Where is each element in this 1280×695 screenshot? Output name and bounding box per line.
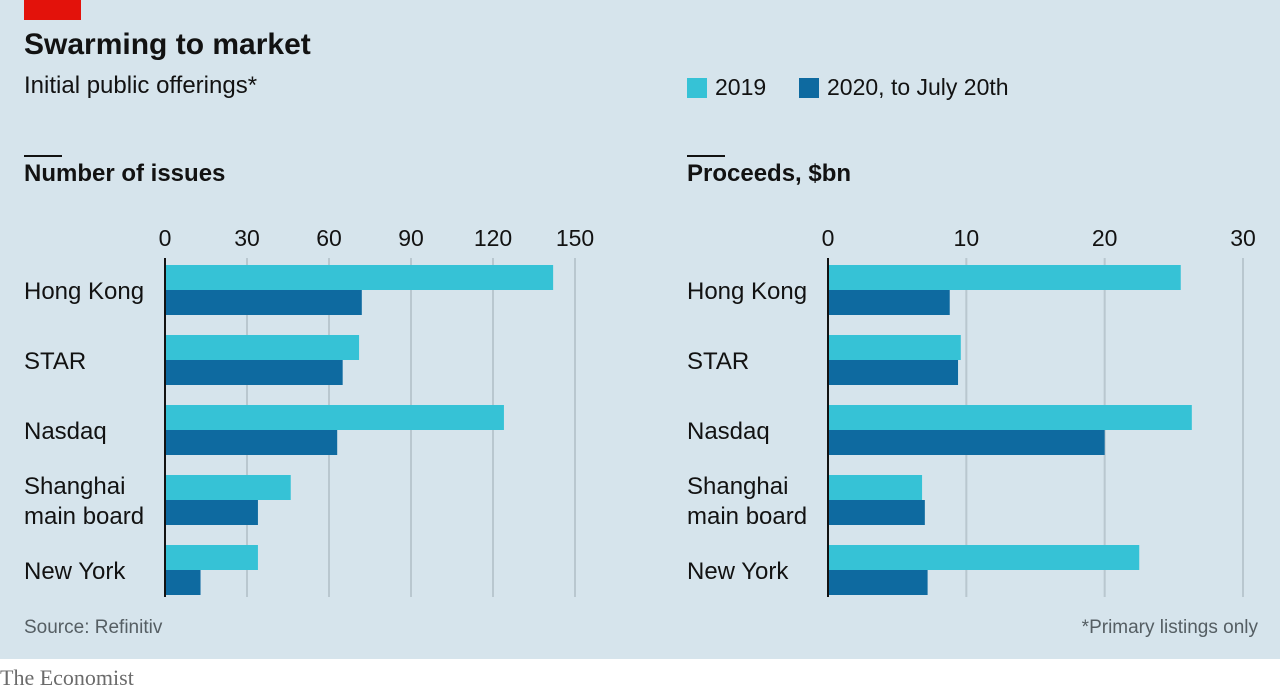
x-tick-label-10: 10 xyxy=(954,225,980,251)
footnote: *Primary listings only xyxy=(1081,617,1258,638)
bar-new-york-2020-to-july-20th xyxy=(828,570,928,595)
bar-nasdaq-2019 xyxy=(828,405,1192,430)
category-label-nasdaq: Nasdaq xyxy=(687,418,770,445)
proceeds-bar-chart: 0 10 20 30 Hong Kong STAR Nasdaq Shanghai main b… xyxy=(687,225,1256,597)
legend-label-2019: 2019 xyxy=(715,74,767,100)
category-label-new-york: New York xyxy=(687,558,789,585)
category-label-shanghai-main-board: Shanghai main board xyxy=(687,473,807,530)
chart-subtitle: Initial public offerings* xyxy=(24,72,258,99)
x-tick-label-150: 150 xyxy=(556,225,594,251)
category-label-hong-kong: Hong Kong xyxy=(687,278,807,305)
source-note: Source: Refinitiv xyxy=(24,617,163,638)
bar-star-2019 xyxy=(165,335,360,360)
right-chart-title: Proceeds, $bn xyxy=(687,160,852,187)
x-tick-label-120: 120 xyxy=(474,225,512,251)
bar-shanghai-main-board-2019 xyxy=(165,475,291,500)
left-chart-rule xyxy=(24,155,62,157)
bar-star-2020-to-july-20th xyxy=(828,360,959,385)
red-tag-decoration xyxy=(24,0,81,20)
bar-hong-kong-2020-to-july-20th xyxy=(828,290,950,315)
bar-star-2019 xyxy=(828,335,961,360)
bar-star-2020-to-july-20th xyxy=(165,360,343,385)
bar-nasdaq-2020-to-july-20th xyxy=(165,430,338,455)
legend-item-2019: 2019 xyxy=(687,74,766,101)
legend-item-2020: 2020, to July 20th xyxy=(799,74,1009,101)
brand-logo-text: The Economist xyxy=(0,665,134,690)
bar-shanghai-main-board-2020-to-july-20th xyxy=(828,500,925,525)
bar-hong-kong-2020-to-july-20th xyxy=(165,290,362,315)
category-label-new-york: New York xyxy=(24,558,126,585)
bar-shanghai-main-board-2019 xyxy=(828,475,923,500)
x-tick-label-30: 30 xyxy=(1230,225,1256,251)
category-label-nasdaq: Nasdaq xyxy=(24,418,107,445)
x-tick-label-90: 90 xyxy=(398,225,424,251)
bar-hong-kong-2019 xyxy=(828,265,1181,290)
x-tick-label-60: 60 xyxy=(316,225,342,251)
chart-title: Swarming to market xyxy=(24,28,311,61)
x-tick-label-20: 20 xyxy=(1092,225,1118,251)
bar-shanghai-main-board-2020-to-july-20th xyxy=(165,500,258,525)
category-label-star: STAR xyxy=(687,348,749,375)
legend-label-2020: 2020, to July 20th xyxy=(827,74,1009,100)
bar-nasdaq-2020-to-july-20th xyxy=(828,430,1105,455)
left-chart-title: Number of issues xyxy=(24,160,226,187)
x-tick-label-0: 0 xyxy=(822,225,835,251)
issues-bar-chart: 0 30 60 90 120 150 Hong Kong STAR Nasdaq Shanghai… xyxy=(24,225,594,597)
right-chart-rule xyxy=(687,155,725,157)
category-label-star: STAR xyxy=(24,348,86,375)
bar-nasdaq-2019 xyxy=(165,405,504,430)
bar-hong-kong-2019 xyxy=(165,265,554,290)
legend-swatch-2020 xyxy=(799,77,819,98)
legend-swatch-2019 xyxy=(687,77,707,98)
bar-new-york-2020-to-july-20th xyxy=(165,570,201,595)
category-label-hong-kong: Hong Kong xyxy=(24,278,144,305)
x-tick-label-0: 0 xyxy=(159,225,172,251)
bar-new-york-2019 xyxy=(165,545,258,570)
chart-panel: Swarming to market Initial public offeri… xyxy=(0,0,1280,659)
x-tick-label-30: 30 xyxy=(234,225,260,251)
category-label-shanghai-main-board: Shanghai main board xyxy=(24,473,144,530)
bar-new-york-2019 xyxy=(828,545,1140,570)
